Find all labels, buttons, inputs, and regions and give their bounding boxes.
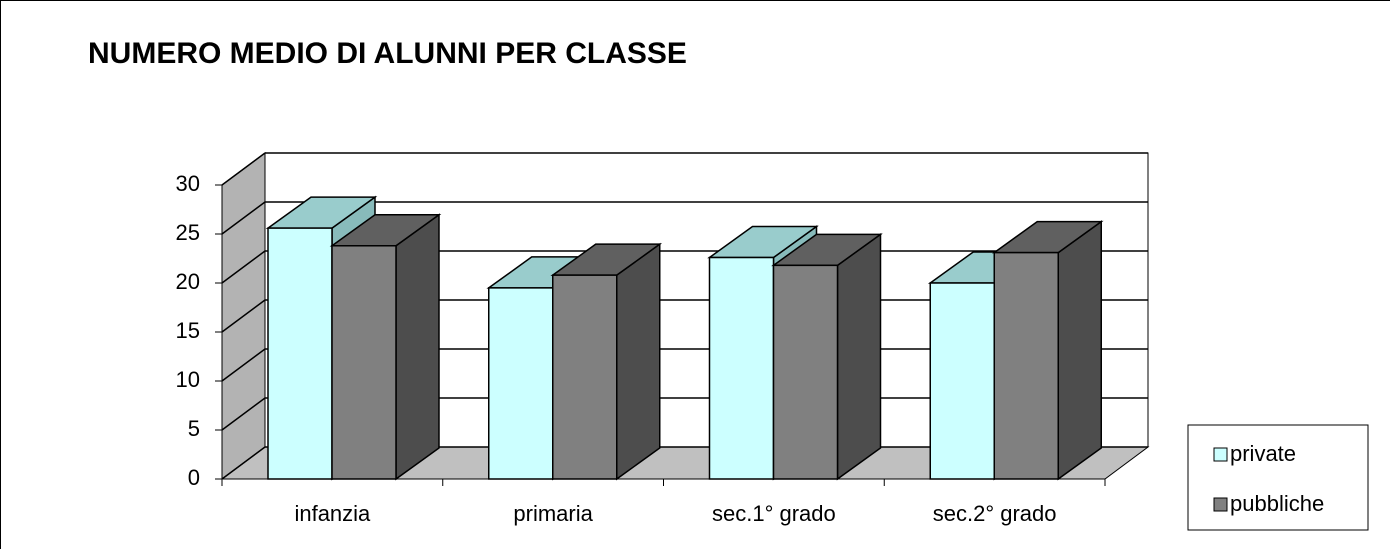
y-tick-label: 25 [176,220,200,245]
grid-line [221,299,266,333]
bar [929,282,995,480]
legend-swatch [1213,447,1228,462]
bar [488,287,554,480]
legend-label: pubbliche [1230,491,1324,516]
chart-title: NUMERO MEDIO DI ALUNNI PER CLASSE [88,37,687,70]
grid-line [221,446,266,480]
legend-label: private [1230,441,1296,466]
bar [772,264,839,480]
bar [331,245,397,480]
x-tick-label: primaria [513,501,593,526]
bar [993,251,1059,480]
y-tick-label: 5 [188,416,200,441]
bar [267,227,333,480]
y-tick-label: 10 [176,367,200,392]
x-tick-label: sec.1° grado [712,501,836,526]
bar-side [836,232,882,481]
grid-line [221,348,266,382]
bar-side [616,242,661,481]
grid-line [221,397,266,431]
y-tick-label: 0 [188,465,200,490]
y-tick-label: 15 [176,318,200,343]
legend-swatch [1213,497,1228,512]
x-tick-label: infanzia [294,501,371,526]
bar [708,256,775,480]
bar-side [1057,220,1102,481]
grid-line [221,250,266,284]
bar-side [395,213,440,481]
bar [552,274,618,480]
grid-line [221,152,266,186]
y-tick-label: 20 [176,269,200,294]
legend [1187,424,1369,531]
grid-line [221,201,266,235]
y-tick-label: 30 [176,171,200,196]
x-tick-label: sec.2° grado [933,501,1057,526]
